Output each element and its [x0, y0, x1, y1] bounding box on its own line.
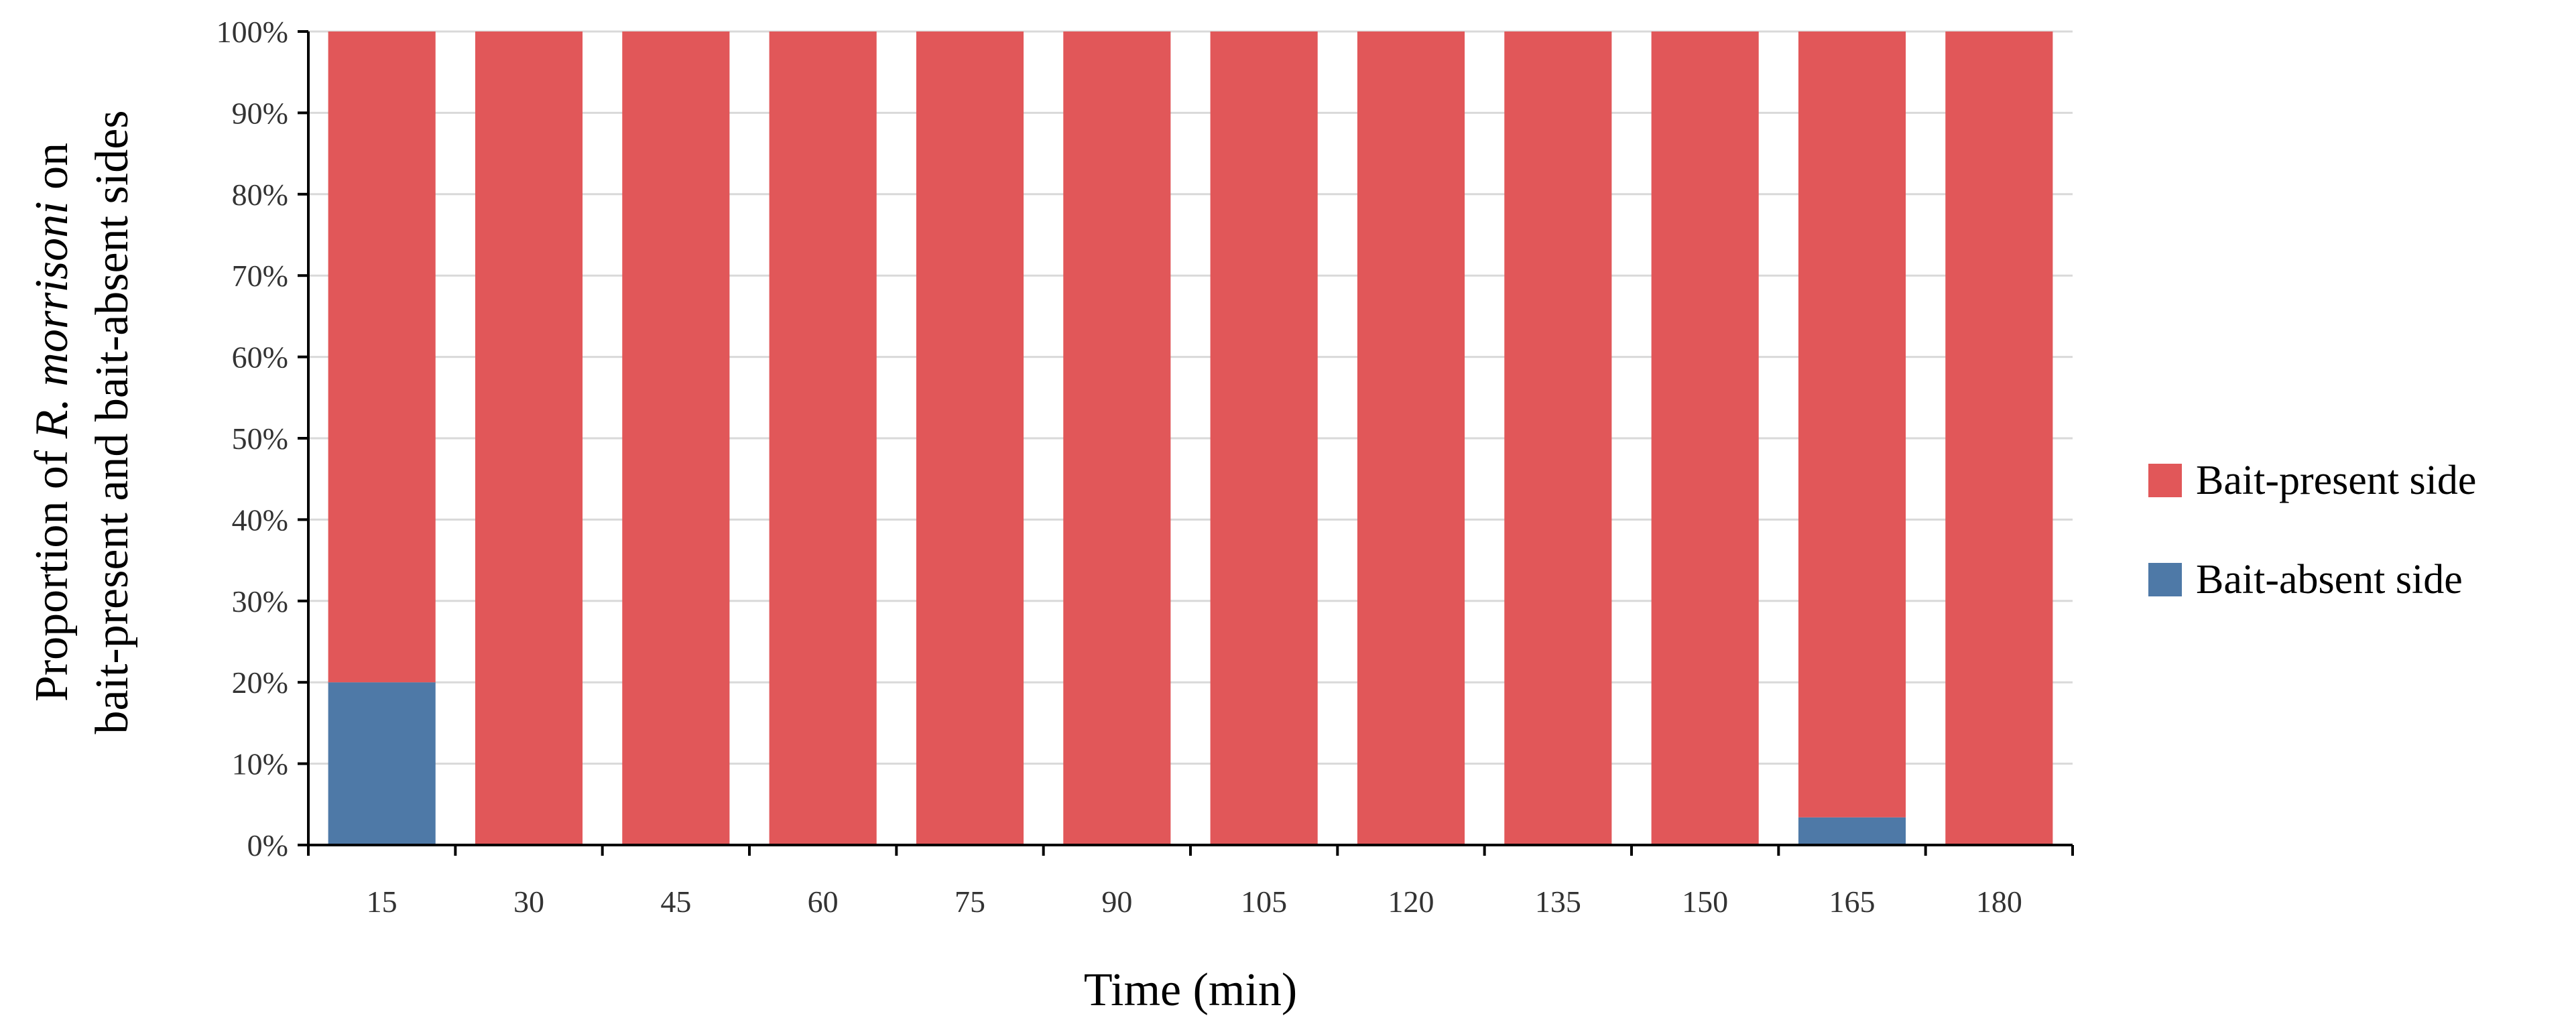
y-tick-label: 90% — [232, 96, 288, 130]
x-tick-label: 135 — [1535, 885, 1581, 919]
legend-swatch-bait-present — [2148, 464, 2182, 497]
y-tick-label: 50% — [232, 422, 288, 456]
bar-segment-bait-present-side — [1357, 31, 1465, 845]
x-tick-label: 105 — [1241, 885, 1287, 919]
bar-segment-bait-present-side — [328, 31, 436, 683]
y-tick-label: 80% — [232, 178, 288, 212]
y-tick-label: 40% — [232, 503, 288, 537]
x-tick-label: 165 — [1829, 885, 1876, 919]
y-tick-labels: 0% 10% 20% 30% 40% 50% 60% 70% 80% 90% 100% — [217, 15, 288, 862]
x-tick-label: 75 — [955, 885, 985, 919]
y-axis-title: Proportion of R. morrisoni on bait-prese… — [26, 110, 138, 734]
bar-segment-bait-present-side — [1651, 31, 1759, 845]
y-axis-title-part1: Proportion of — [26, 438, 78, 702]
x-tick-label: 60 — [808, 885, 839, 919]
bar-segment-bait-absent-side — [1798, 817, 1906, 845]
x-tick-label: 180 — [1976, 885, 2022, 919]
y-tick-label: 30% — [232, 584, 288, 619]
y-axis-title-species: R. morrisoni — [26, 201, 78, 439]
x-tick-label: 15 — [367, 885, 397, 919]
y-axis-title-part2: on — [26, 143, 78, 202]
bar-segment-bait-present-side — [769, 31, 877, 845]
y-axis-title-line2: bait-present and bait-absent sides — [86, 110, 138, 734]
bar-segment-bait-present-side — [1210, 31, 1318, 845]
legend-label-bait-present: Bait-present side — [2196, 458, 2476, 503]
bars — [328, 31, 2053, 845]
legend-label-bait-absent: Bait-absent side — [2196, 557, 2463, 602]
legend-swatch-bait-absent — [2148, 563, 2182, 596]
bar-segment-bait-present-side — [1504, 31, 1612, 845]
y-tick-label: 60% — [232, 340, 288, 375]
x-tick-label: 90 — [1101, 885, 1132, 919]
bar-segment-bait-present-side — [916, 31, 1024, 845]
y-tick-label: 10% — [232, 747, 288, 781]
y-tick-label: 100% — [217, 15, 288, 49]
x-tick-label: 30 — [513, 885, 544, 919]
bar-segment-bait-present-side — [1798, 31, 1906, 818]
x-tick-labels: 15 30 45 60 75 90 105 120 135 150 165 180 — [367, 885, 2022, 919]
bar-segment-bait-present-side — [1063, 31, 1171, 845]
svg-text:Proportion of R. morrisoni on: Proportion of R. morrisoni on — [26, 143, 78, 702]
bar-segment-bait-present-side — [475, 31, 583, 845]
y-tick-label: 0% — [247, 828, 288, 862]
gridlines — [308, 30, 2073, 765]
bar-segment-bait-absent-side — [328, 682, 436, 845]
x-tick-label: 150 — [1682, 885, 1728, 919]
x-tick-label: 45 — [660, 885, 691, 919]
y-tick-label: 20% — [232, 665, 288, 700]
bar-segment-bait-present-side — [622, 31, 730, 845]
x-tick-label: 120 — [1388, 885, 1434, 919]
x-axis-title: Time (min) — [1084, 964, 1297, 1016]
y-tick-label: 70% — [232, 259, 288, 293]
axes — [298, 30, 2074, 856]
legend: Bait-present side Bait-absent side — [2148, 458, 2476, 602]
bar-segment-bait-present-side — [1945, 31, 2053, 845]
